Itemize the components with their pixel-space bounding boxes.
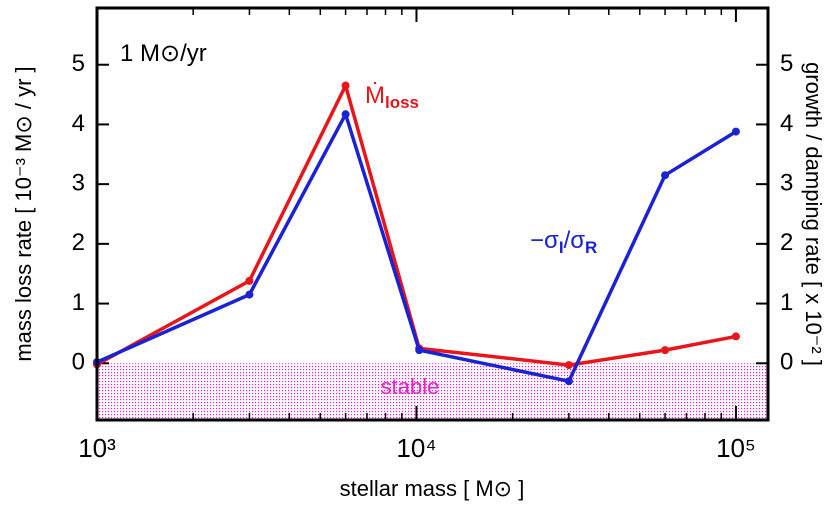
x-tick-label: 10⁴ — [396, 433, 436, 463]
annotation-text: 1 M⊙/yr — [120, 40, 207, 67]
y-tick-label: 5 — [72, 50, 85, 77]
region-label: stable — [381, 374, 440, 399]
series-line — [96, 109, 737, 384]
annotation-sub: R — [585, 238, 597, 257]
y2-tick-label: 1 — [780, 289, 793, 316]
y-tick-label: 2 — [72, 229, 85, 256]
point — [731, 332, 740, 341]
y-tick-label: 0 — [72, 349, 85, 376]
x-tick-label: 10⁵ — [716, 433, 756, 463]
annotation-text: −σ — [530, 227, 559, 254]
y2-tick-label: 2 — [780, 229, 793, 256]
point — [341, 110, 350, 119]
y-tick-label: 1 — [72, 289, 85, 316]
annotation-text: /σ — [564, 227, 586, 254]
point — [341, 81, 350, 90]
point — [245, 290, 254, 299]
point — [564, 361, 573, 370]
y2-tick-label: 0 — [780, 349, 793, 376]
y2-tick-label: 3 — [780, 169, 793, 196]
annotation-sub: I — [559, 238, 564, 257]
x-tick-label: 10³ — [78, 433, 116, 463]
annotation-text: Ṁ — [365, 82, 385, 109]
x-axis-label: stellar mass [ M⊙ ] — [340, 476, 525, 501]
point — [564, 377, 573, 386]
y-axis-label: mass loss rate [ 10⁻³ M⊙ / yr ] — [11, 66, 36, 361]
y-tick-label: 3 — [72, 169, 85, 196]
point — [415, 346, 424, 355]
y2-tick-label: 5 — [780, 50, 793, 77]
point — [245, 276, 254, 285]
point — [661, 346, 670, 355]
y-tick-label: 4 — [72, 110, 85, 137]
annotation-sub: loss — [385, 93, 419, 112]
stable-region — [97, 363, 768, 420]
point — [661, 171, 670, 180]
annotation: Ṁloss — [365, 82, 419, 112]
y2-axis-label: growth / damping rate [ x 10⁻² ] — [801, 62, 826, 366]
annotation: 1 M⊙/yr — [120, 40, 207, 67]
annotation: −σI/σR — [530, 227, 597, 257]
plot-frame — [95, 6, 770, 422]
point — [731, 127, 740, 136]
y2-tick-label: 4 — [780, 110, 793, 137]
